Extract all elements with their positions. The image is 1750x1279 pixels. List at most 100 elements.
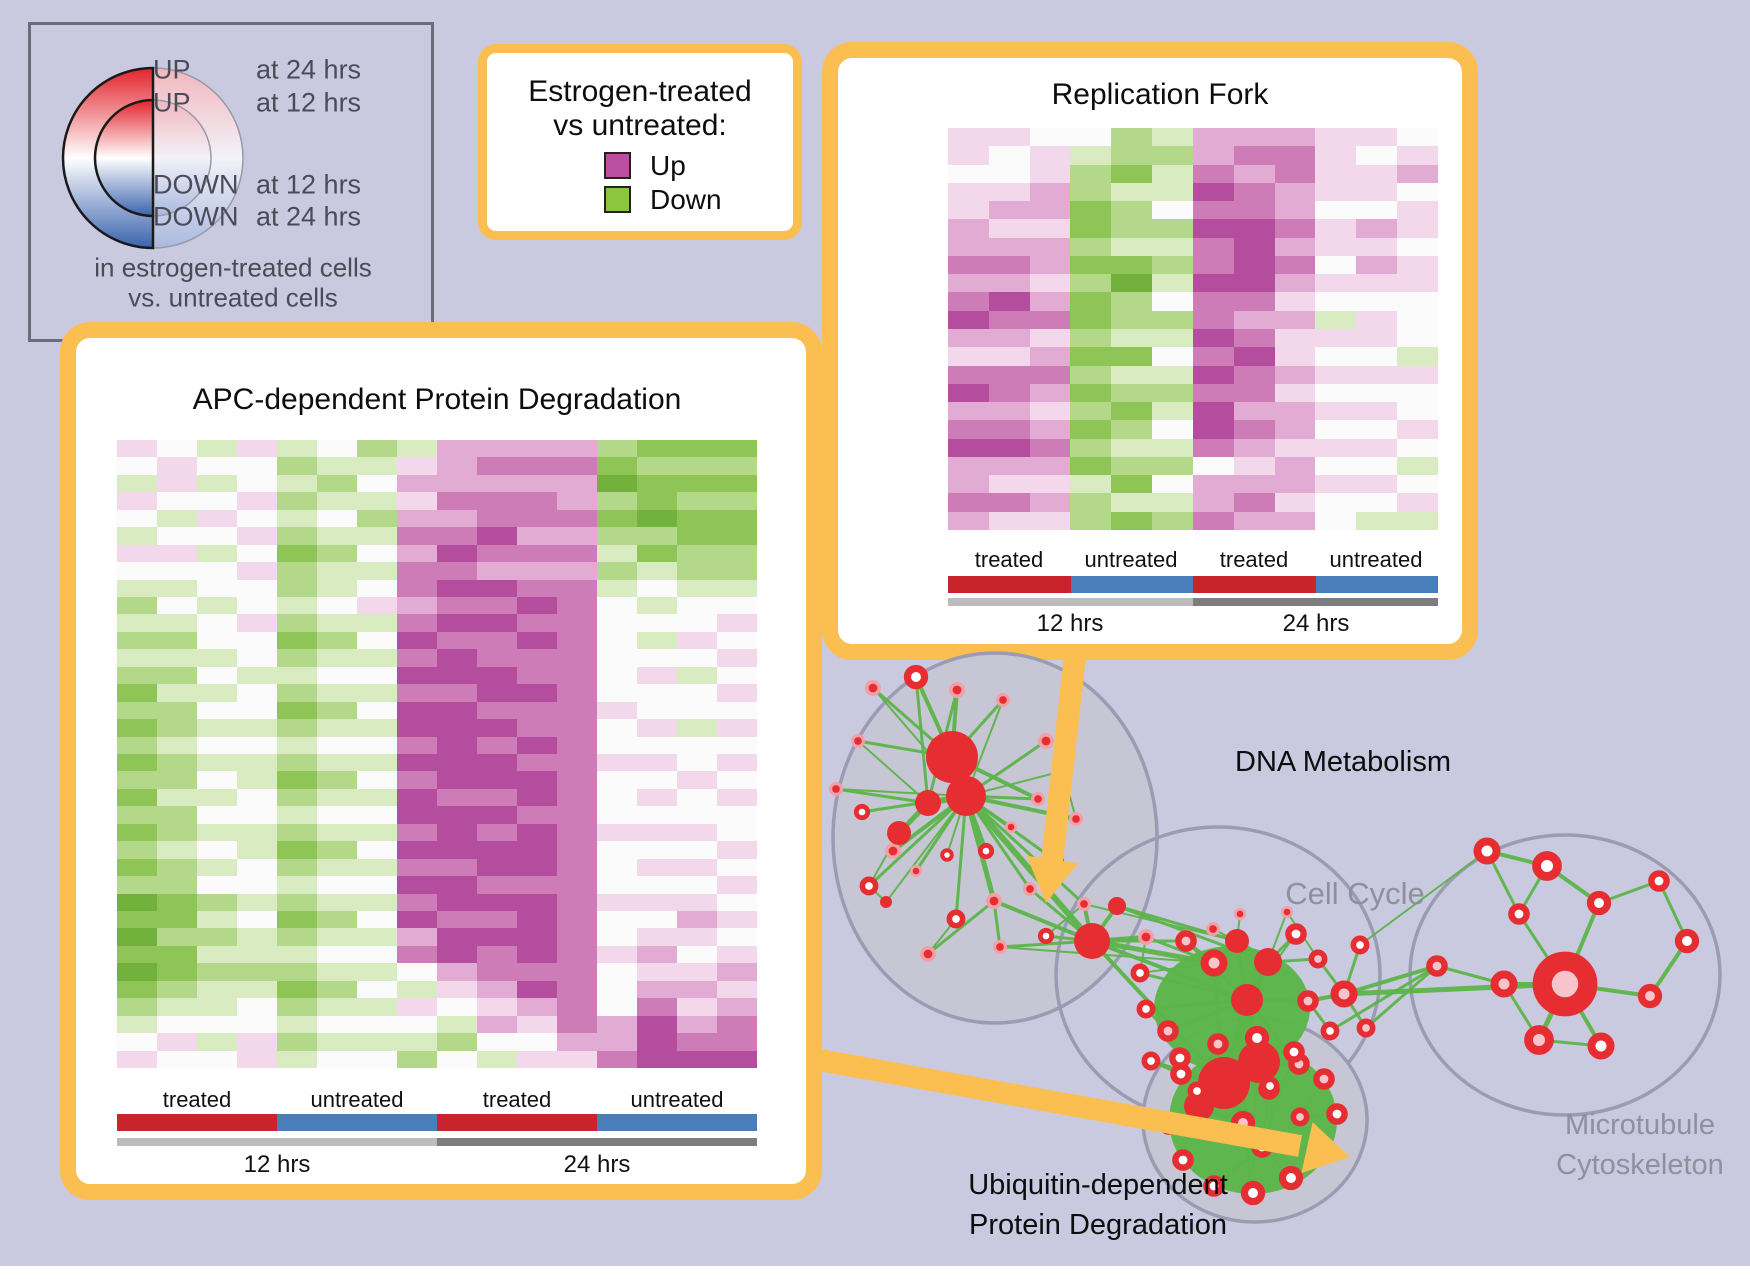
heatmap-cell	[117, 1015, 157, 1034]
heatmap-cell	[277, 1033, 317, 1051]
heatmap-cell	[1152, 237, 1193, 256]
heatmap-cell	[677, 963, 717, 981]
heatmap-cell	[677, 806, 717, 824]
heatmap-cell	[1152, 182, 1193, 202]
network-node	[1508, 903, 1530, 925]
heatmap-cell	[637, 684, 677, 702]
rf-12hrs-label: 12 hrs	[1036, 610, 1104, 637]
heatmap-cell	[1152, 438, 1193, 457]
heatmap-cell	[1315, 292, 1357, 311]
heatmap-cell	[357, 788, 397, 807]
heatmap-cell	[197, 579, 237, 597]
heatmap-cell	[517, 579, 557, 597]
heatmap-cell	[597, 823, 637, 842]
heatmap-cell	[717, 754, 757, 772]
heatmap-cell	[717, 614, 757, 632]
heatmap-cell	[197, 963, 237, 981]
heatmap-cell	[1356, 365, 1398, 384]
heatmap-cell	[397, 457, 437, 475]
heatmap-cell	[1274, 255, 1316, 275]
heatmap-cell	[1356, 164, 1398, 183]
heatmap-cell	[557, 1050, 597, 1068]
network-node	[946, 776, 986, 816]
heatmap-cell	[157, 509, 197, 528]
heatmap-cell	[717, 788, 757, 807]
heatmap-cell	[397, 719, 437, 737]
heatmap-cell	[317, 754, 357, 772]
heatmap-cell	[717, 684, 757, 702]
heatmap-cell	[1315, 128, 1357, 147]
heatmap-cell	[277, 963, 317, 981]
heatmap-cell	[1152, 402, 1193, 421]
heatmap-cell	[557, 701, 597, 720]
heatmap-cell	[1397, 182, 1438, 202]
heatmap-cell	[477, 544, 517, 563]
heatmap-cell	[557, 544, 597, 563]
heatmap-cell	[197, 527, 237, 545]
heatmap-cell	[948, 201, 989, 220]
network-node-core	[1236, 910, 1244, 918]
apc-col-label-untreated-24: untreated	[630, 1087, 724, 1112]
heatmap-cell	[1274, 146, 1316, 165]
heatmap-cell	[1233, 438, 1275, 457]
heatmap-cell	[677, 631, 717, 650]
heatmap-cell	[237, 963, 277, 981]
heatmap-cell	[1070, 329, 1112, 348]
heatmap-cell	[397, 806, 437, 824]
heatmap-cell	[948, 493, 989, 512]
heatmap-cell	[1233, 402, 1275, 421]
heatmap-cell	[237, 719, 277, 737]
heatmap-cell	[597, 649, 637, 667]
heatmap-cell	[637, 649, 677, 667]
heatmap-cell	[988, 182, 1030, 202]
heatmap-cell	[557, 527, 597, 545]
network-node	[1283, 1041, 1305, 1063]
heatmap-cell	[1152, 219, 1193, 238]
heatmap-cell	[1029, 438, 1071, 457]
heatmap-cell	[1274, 274, 1316, 293]
heatmap-cell	[117, 893, 157, 911]
heatmap-cell	[988, 292, 1030, 311]
heatmap-cell	[397, 1015, 437, 1034]
heatmap-cell	[677, 841, 717, 859]
ring-label-up-12: UP	[153, 87, 191, 118]
heatmap-cell	[277, 841, 317, 859]
heatmap-cell	[317, 823, 357, 842]
heatmap-cell	[637, 823, 677, 842]
heatmap-cell	[1315, 164, 1357, 183]
heatmap-cell	[517, 736, 557, 754]
heatmap-cell	[357, 597, 397, 615]
heatmap-cell	[1192, 274, 1234, 293]
network-edge	[964, 794, 1086, 906]
heatmap-cell	[517, 841, 557, 859]
heatmap-cell	[117, 509, 157, 528]
network-node-core	[1041, 736, 1051, 746]
heatmap-cell	[557, 980, 597, 999]
ring-footer-line2: vs. untreated cells	[128, 282, 338, 313]
heatmap-cell	[517, 911, 557, 929]
heatmap-cell	[557, 474, 597, 493]
apc-degradation-title: APC-dependent Protein Degradation	[192, 383, 682, 416]
ring-time-12b: at 12 hrs	[256, 169, 362, 200]
heatmap-cell	[117, 998, 157, 1016]
heatmap-cell	[517, 649, 557, 667]
network-node-core	[1072, 815, 1080, 823]
heatmap-cell	[597, 579, 637, 597]
heatmap-cell	[197, 562, 237, 580]
network-node	[1532, 851, 1562, 881]
heatmap-cell	[477, 440, 517, 458]
heatmap-cell	[477, 631, 517, 650]
heatmap-cell	[1315, 493, 1357, 512]
heatmap-cell	[597, 736, 637, 754]
network-node	[1285, 923, 1307, 945]
heatmap-cell	[357, 631, 397, 650]
heatmap-cell	[477, 858, 517, 877]
network-node	[1308, 949, 1328, 969]
heatmap-cell	[277, 579, 317, 597]
heatmap-cell	[637, 945, 677, 964]
heatmap-cell	[157, 893, 197, 911]
heatmap-cell	[597, 911, 637, 929]
heatmap-cell	[1356, 292, 1398, 311]
heatmap-cell	[597, 457, 637, 475]
heatmap-cell	[437, 440, 477, 458]
